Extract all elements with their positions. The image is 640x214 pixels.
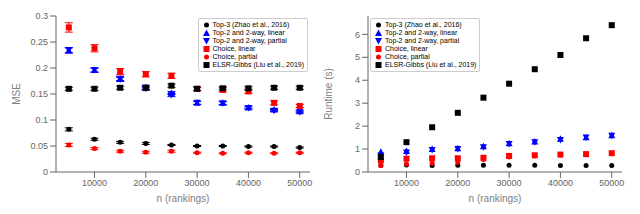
svg-text:40000: 40000 [236, 178, 261, 188]
svg-text:5: 5 [355, 52, 360, 62]
html-text:Choice, linear: Choice, linear [385, 45, 428, 52]
svg-text:40000: 40000 [548, 178, 573, 188]
svg-text:10000: 10000 [82, 178, 107, 188]
svg-text:50000: 50000 [599, 178, 624, 188]
html-text:Top-2 and 2-way, linear: Top-2 and 2-way, linear [212, 29, 285, 36]
svg-text:0.1: 0.1 [35, 115, 48, 125]
html-text:ELSR-Gibbs (Liu et al., 2019): ELSR-Gibbs (Liu et al., 2019) [385, 61, 477, 68]
svg-text:0: 0 [43, 167, 48, 177]
svg-text:0.2: 0.2 [35, 63, 48, 73]
svg-text:2: 2 [355, 121, 360, 131]
svg-text:20000: 20000 [133, 178, 158, 188]
svg-text:n (rankings): n (rankings) [469, 193, 522, 204]
svg-text:0: 0 [355, 167, 360, 177]
svg-text:n (rankings): n (rankings) [157, 193, 210, 204]
html-text:Choice, partial: Choice, partial [385, 53, 430, 60]
svg-text:30000: 30000 [497, 178, 522, 188]
svg-text:20000: 20000 [445, 178, 470, 188]
html-text:Choice, linear: Choice, linear [212, 45, 256, 52]
svg-text:4: 4 [355, 75, 360, 85]
html-text:Top-2 and 2-way, linear: Top-2 and 2-way, linear [385, 29, 458, 36]
svg-text:0.15: 0.15 [30, 89, 48, 99]
svg-text:1: 1 [355, 144, 360, 154]
html-text:Top-3 (Zhao et al., 2016): Top-3 (Zhao et al., 2016) [212, 21, 290, 28]
html-text:Top-2 and 2-way, partial: Top-2 and 2-way, partial [212, 37, 287, 44]
svg-text:6: 6 [355, 30, 360, 40]
html-text:Choice, partial: Choice, partial [212, 53, 258, 60]
svg-text:30000: 30000 [185, 178, 210, 188]
html-text:ELSR-Gibbs (Liu et al., 2019): ELSR-Gibbs (Liu et al., 2019) [212, 61, 304, 68]
svg-text:MSE: MSE [11, 83, 22, 105]
svg-text:0.05: 0.05 [30, 141, 48, 151]
html-text:Top-3 (Zhao et al., 2016): Top-3 (Zhao et al., 2016) [385, 21, 462, 28]
svg-text:10000: 10000 [394, 178, 419, 188]
svg-text:Runtime (s): Runtime (s) [323, 68, 334, 120]
html-text:Top-2 and 2-way, partial: Top-2 and 2-way, partial [385, 37, 460, 44]
svg-text:50000: 50000 [287, 178, 312, 188]
svg-text:0.3: 0.3 [35, 11, 48, 21]
svg-text:0.25: 0.25 [30, 37, 48, 47]
svg-text:3: 3 [355, 98, 360, 108]
